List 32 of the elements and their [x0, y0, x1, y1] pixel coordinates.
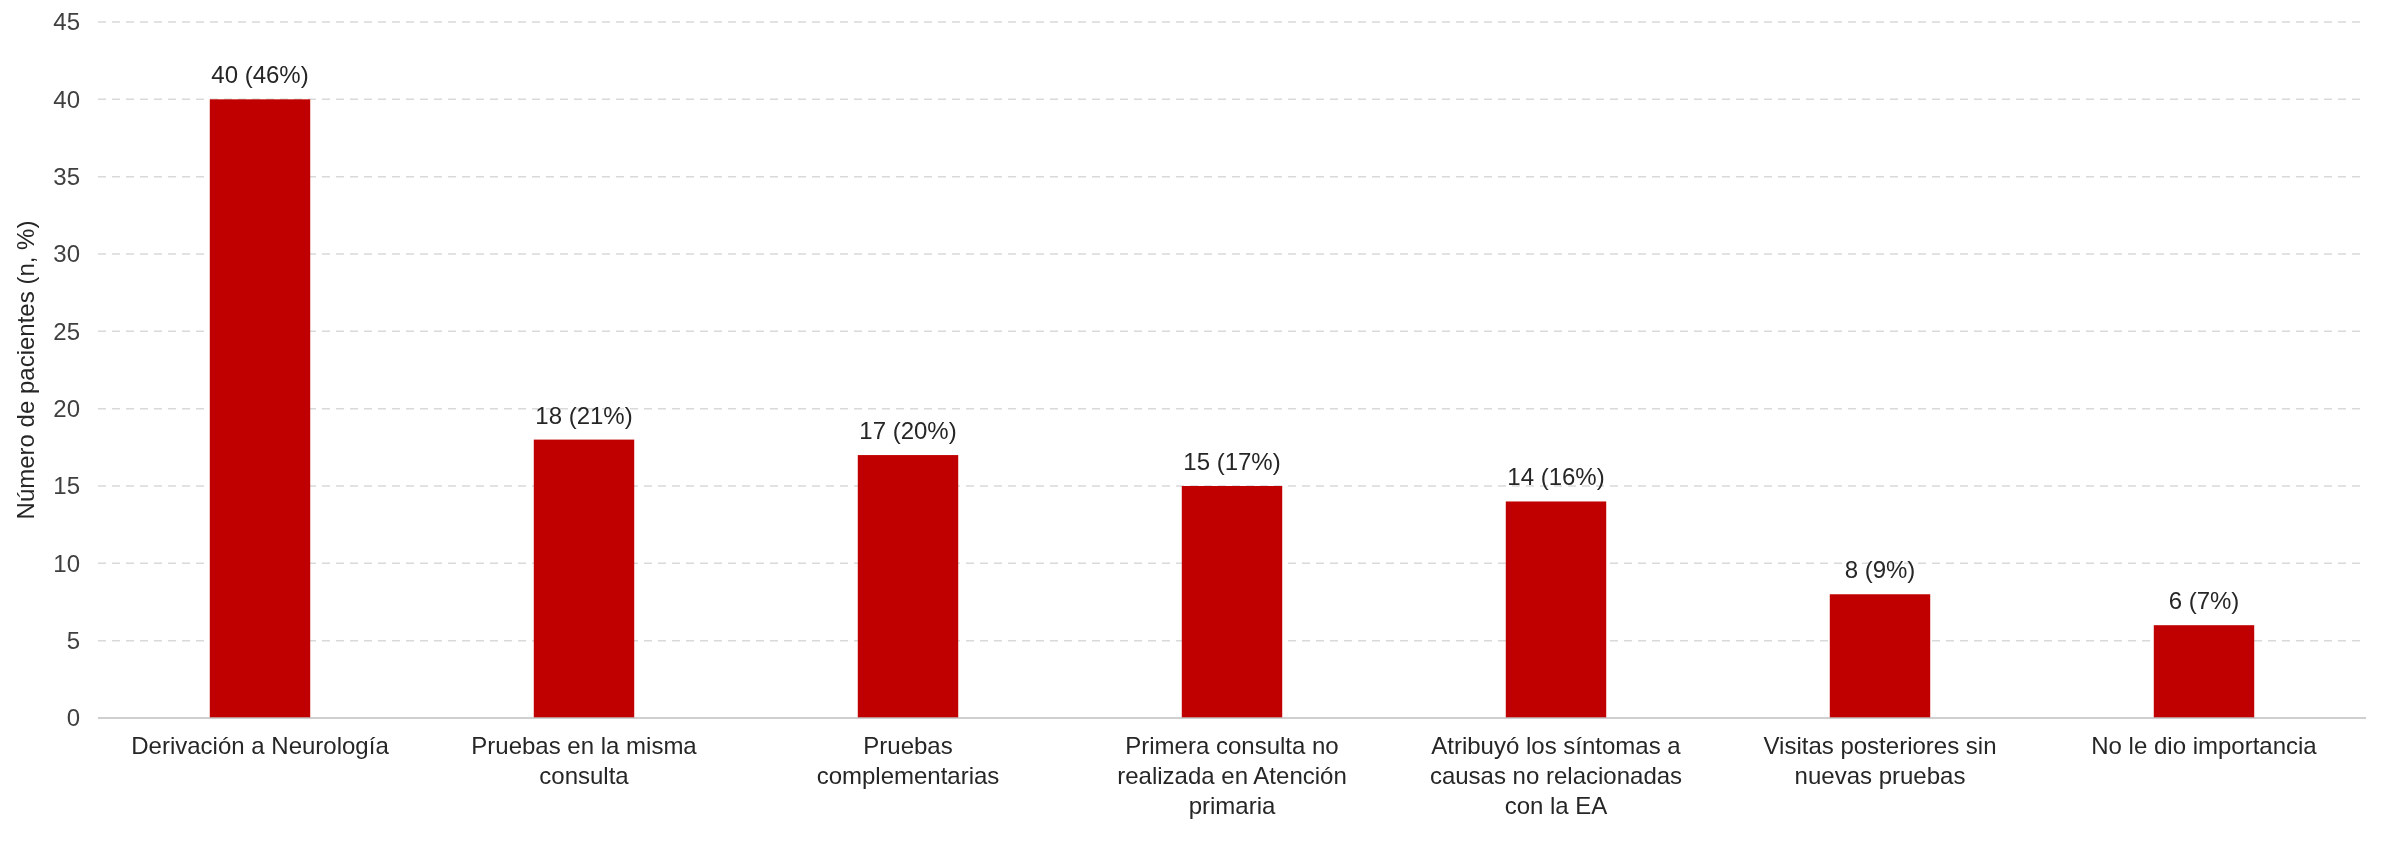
bar [533, 439, 635, 718]
y-tick-label: 40 [53, 85, 80, 113]
bar [2153, 625, 2255, 718]
x-tick-label: Derivación a Neurología [131, 732, 390, 759]
x-tick-label: Pruebas en la misma consulta [471, 732, 698, 789]
y-tick-label: 5 [66, 627, 80, 655]
y-tick-label: 15 [53, 472, 80, 500]
bar [1505, 501, 1607, 718]
y-tick-label: 35 [53, 163, 80, 191]
data-label: 18 (21%) [535, 401, 633, 429]
y-tick-label: 20 [53, 395, 80, 423]
bar [209, 99, 311, 718]
data-label: 8 (9%) [1844, 556, 1916, 584]
data-label: 40 (46%) [211, 61, 309, 89]
x-tick-label: Visitas posteriores sin nuevas pruebas [1763, 732, 1997, 789]
y-axis-title: Número de pacientes (n, %) [12, 220, 39, 520]
y-tick-label: 30 [53, 240, 80, 268]
bar [1181, 486, 1283, 718]
y-tick-label: 45 [53, 8, 80, 36]
y-tick-label: 25 [53, 317, 80, 345]
data-label: 15 (17%) [1183, 448, 1281, 475]
x-tick-label: Primera consulta no realizada en Atención primaria [1117, 732, 1347, 819]
y-tick-label: 10 [53, 549, 80, 577]
data-label: 14 (16%) [1507, 463, 1605, 491]
data-label: 6 (7%) [2168, 587, 2240, 615]
x-tick-label: No le dio importancia [2091, 732, 2318, 759]
x-tick-label: Atribuyó los síntomas a causas no relacionadas con la EA [1429, 732, 1683, 819]
data-label: 17 (20%) [859, 417, 957, 445]
y-tick-label: 0 [66, 704, 80, 732]
x-tick-label: Pruebas complementarias [816, 732, 1000, 789]
bar [857, 455, 959, 718]
bar [1829, 594, 1931, 718]
